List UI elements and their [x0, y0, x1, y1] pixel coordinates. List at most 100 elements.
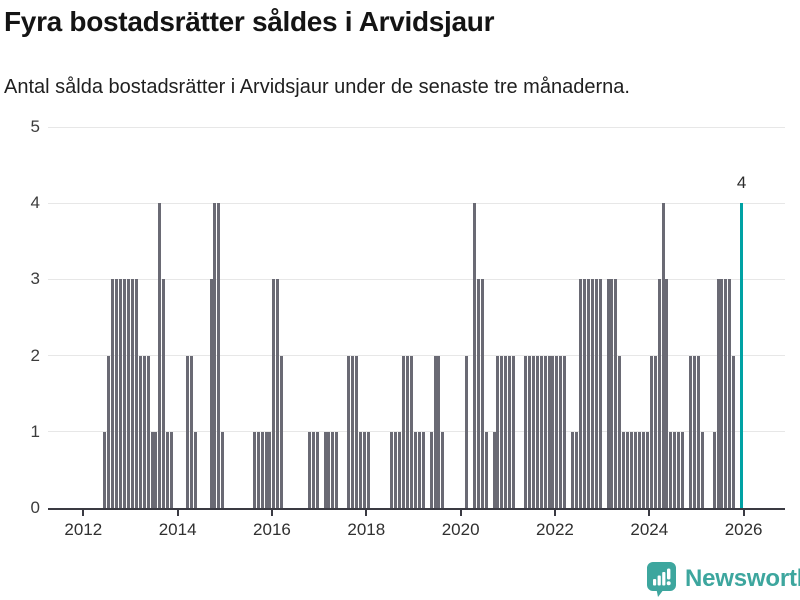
bar: [398, 431, 402, 508]
bar: [641, 431, 645, 508]
bar: [417, 431, 421, 508]
x-axis-label-2024: 2024: [630, 520, 669, 539]
bar: [692, 355, 696, 508]
bar: [213, 203, 217, 508]
bar: [268, 431, 272, 508]
bar: [677, 431, 681, 508]
bar: [653, 355, 657, 508]
bar: [465, 355, 468, 508]
y-axis-label-0: 0: [30, 498, 40, 517]
newsworthy-logo-icon: [646, 561, 677, 597]
bar: [123, 279, 127, 508]
bar: [492, 431, 496, 508]
x-axis-label-2018: 2018: [347, 520, 386, 539]
bar: [252, 431, 256, 508]
bar: [347, 355, 351, 508]
gridline-y-3: [48, 278, 785, 280]
x-axis-label-2022: 2022: [536, 520, 574, 539]
bar: [696, 355, 700, 508]
bar: [563, 355, 567, 508]
bar: [724, 279, 728, 508]
x-axis-label-2012: 2012: [64, 520, 103, 539]
bar: [551, 355, 555, 508]
bar: [307, 431, 311, 508]
bar: [606, 279, 610, 508]
bar: [354, 355, 358, 508]
bar: [221, 431, 225, 508]
x-axis-label-2016: 2016: [253, 520, 291, 539]
bar: [115, 279, 119, 508]
bar: [700, 431, 704, 508]
bar: [272, 279, 276, 508]
bar: [555, 355, 559, 508]
bar: [728, 279, 732, 508]
bar: [441, 431, 445, 508]
bar: [594, 279, 598, 508]
bar: [150, 431, 154, 508]
bar: [539, 355, 543, 508]
bar: [130, 279, 134, 508]
bar: [390, 431, 394, 508]
bar: [280, 355, 284, 508]
bar: [637, 431, 641, 508]
bar: [630, 431, 634, 508]
bar: [598, 279, 602, 508]
bar: [335, 431, 339, 508]
bar: [575, 431, 579, 508]
bar: [154, 431, 158, 508]
bar: [107, 355, 111, 508]
bar: [433, 355, 437, 508]
highlighted-bar: [740, 203, 744, 508]
chart-subtitle: Antal sålda bostadsrätter i Arvidsjaur u…: [4, 76, 630, 98]
bar: [358, 431, 362, 508]
bar: [402, 355, 406, 508]
bar: [323, 431, 327, 508]
bar: [547, 355, 551, 508]
bar: [610, 279, 614, 508]
bar: [689, 355, 693, 508]
bar: [394, 431, 398, 508]
y-axis-label-4: 4: [30, 193, 40, 213]
bar: [622, 431, 626, 508]
bar: [673, 431, 677, 508]
x-axis-tick-2024: [648, 510, 651, 516]
bar: [158, 203, 162, 508]
bar: [256, 431, 260, 508]
bar: [681, 431, 685, 508]
bar: [406, 355, 410, 508]
bar: [429, 431, 433, 508]
y-axis-label-5: 5: [30, 117, 40, 136]
bar: [626, 431, 630, 508]
bar: [732, 355, 736, 508]
bar: [665, 279, 669, 508]
bar: [496, 355, 500, 508]
bar: [166, 431, 170, 508]
bar: [484, 431, 488, 508]
bar: [531, 355, 535, 508]
bar: [543, 355, 547, 508]
chart-title: Fyra bostadsrätter såldes i Arvidsjaur: [4, 6, 495, 37]
bar: [111, 279, 115, 508]
bar: [590, 279, 594, 508]
bar: [476, 279, 480, 508]
gridline-y-4: [48, 202, 785, 204]
bar: [193, 431, 197, 508]
bar: [103, 431, 107, 508]
bar: [119, 279, 123, 508]
bar: [586, 279, 590, 508]
x-axis-tick-2016: [270, 510, 273, 516]
bar: [512, 355, 516, 508]
bar: [645, 431, 649, 508]
bar: [134, 279, 138, 508]
bar: [351, 355, 355, 508]
bar: [421, 431, 425, 508]
bar: [649, 355, 653, 508]
bar: [716, 279, 720, 508]
bar: [142, 355, 146, 508]
bar: [661, 203, 665, 508]
highlight-value-label: 4: [736, 173, 747, 193]
bar: [559, 355, 563, 508]
y-axis-label-2: 2: [30, 345, 40, 365]
bar: [472, 203, 476, 508]
